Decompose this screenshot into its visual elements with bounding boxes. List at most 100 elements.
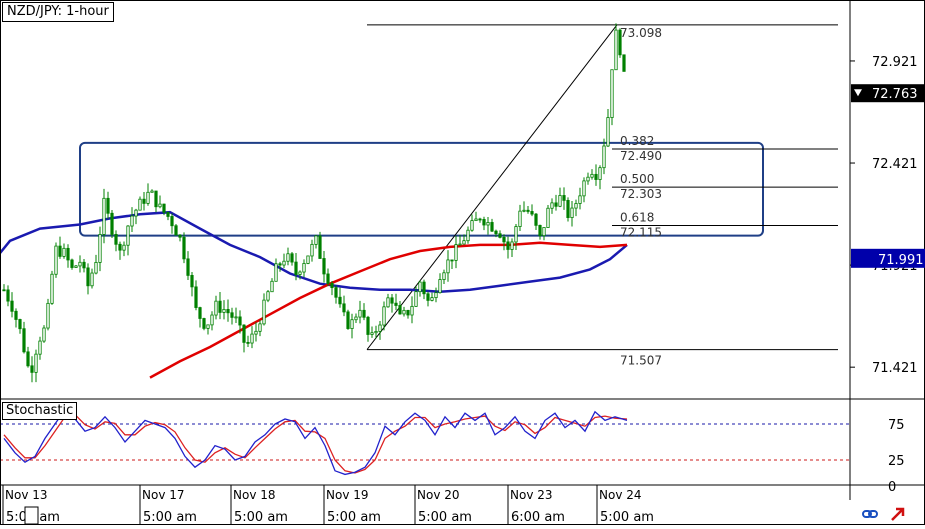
candle-body: [602, 145, 606, 169]
candle-body: [234, 316, 238, 319]
candle-body: [530, 211, 534, 215]
stochastic-title: Stochastic: [2, 402, 78, 420]
candle-body: [326, 273, 330, 284]
candle-body: [150, 190, 154, 193]
consolidation-zone: [79, 141, 764, 237]
candle-body: [610, 69, 614, 118]
candle-body: [502, 236, 506, 243]
candle-body: [258, 323, 262, 332]
candle-body: [138, 198, 142, 211]
price-tick-label: 72.921: [872, 55, 918, 70]
candle-body: [586, 176, 590, 182]
candle-body: [278, 263, 282, 266]
candle-body: [518, 210, 522, 227]
candle-body: [526, 209, 530, 212]
arrow-icon[interactable]: [890, 506, 906, 522]
candle-body: [378, 324, 382, 332]
date-label: Nov 18: [233, 488, 276, 502]
candle-body: [210, 314, 214, 326]
ma-price-box: [851, 248, 925, 268]
candle-body: [490, 222, 494, 232]
candle-body: [182, 236, 186, 260]
candle-body: [174, 225, 178, 236]
candle-body: [402, 309, 406, 315]
candle-body: [590, 173, 594, 178]
candle-body: [454, 244, 458, 261]
candle-body: [382, 306, 386, 326]
candle-body: [22, 328, 26, 353]
candle-body: [366, 316, 370, 335]
candle-body: [266, 291, 270, 301]
candle-body: [386, 297, 390, 308]
candle-body: [346, 311, 350, 329]
candle-body: [578, 195, 582, 204]
candle-body: [474, 218, 478, 222]
candle-body: [606, 117, 610, 147]
candle-body: [350, 319, 354, 329]
stoch-level-label: 75: [888, 418, 905, 433]
candle-body: [562, 195, 566, 201]
stoch-k-line: [3, 408, 628, 476]
candle-body: [198, 307, 202, 319]
candle-body: [66, 247, 70, 261]
candle-body: [102, 197, 106, 235]
candle-body: [522, 209, 526, 212]
fib-ratio-label: 0.618: [620, 210, 654, 224]
candle-body: [270, 280, 274, 293]
candle-body: [330, 282, 334, 289]
candle-body: [466, 229, 470, 242]
candle-body: [598, 167, 602, 180]
candle-body: [622, 54, 626, 72]
candle-body: [442, 272, 446, 280]
time-label: 5:00 am: [600, 510, 654, 525]
candle-body: [550, 202, 554, 209]
fib-ratio-label: 0.382: [620, 134, 654, 148]
candle-body: [6, 289, 10, 302]
time-label: 5:00 am: [234, 510, 288, 525]
stoch-level-label: 0: [888, 480, 896, 495]
time-label: 5:00 am: [418, 510, 472, 525]
date-label: Nov 20: [417, 488, 460, 502]
candle-body: [86, 267, 90, 287]
candle-body: [246, 341, 250, 344]
candle-body: [358, 309, 362, 318]
candle-body: [238, 316, 242, 326]
candle-body: [566, 199, 570, 218]
candle-body: [546, 207, 550, 228]
candle-body: [314, 235, 318, 245]
candle-body: [122, 244, 126, 251]
candle-body: [430, 297, 434, 301]
candle-body: [426, 293, 430, 301]
ma-fast-line: [0, 210, 628, 294]
candle-body: [46, 302, 50, 329]
candle-body: [54, 245, 58, 275]
candle-body: [538, 224, 542, 237]
candle-body: [298, 271, 302, 275]
candle-body: [574, 203, 578, 209]
fib-high-label: 73.098: [620, 26, 662, 40]
link-icon[interactable]: [862, 506, 878, 522]
candle-body: [338, 296, 342, 305]
candle-body: [226, 309, 230, 314]
candle-body: [482, 219, 486, 226]
date-label: Nov 24: [599, 488, 642, 502]
candle-body: [594, 173, 598, 180]
candle-body: [618, 29, 622, 56]
candle-body: [282, 260, 286, 266]
candle-body: [126, 225, 130, 246]
candle-body: [398, 305, 402, 315]
date-label: Nov 19: [326, 488, 369, 502]
candle-body: [110, 212, 114, 235]
candle-body: [38, 340, 42, 355]
candle-body: [494, 230, 498, 235]
candle-body: [334, 287, 338, 298]
candle-body: [34, 353, 38, 373]
candle-body: [302, 263, 306, 273]
candle-body: [26, 351, 30, 367]
candle-body: [286, 253, 290, 262]
time-label: 6:00 am: [511, 510, 565, 525]
candle-body: [106, 197, 110, 214]
candle-body: [186, 258, 190, 276]
